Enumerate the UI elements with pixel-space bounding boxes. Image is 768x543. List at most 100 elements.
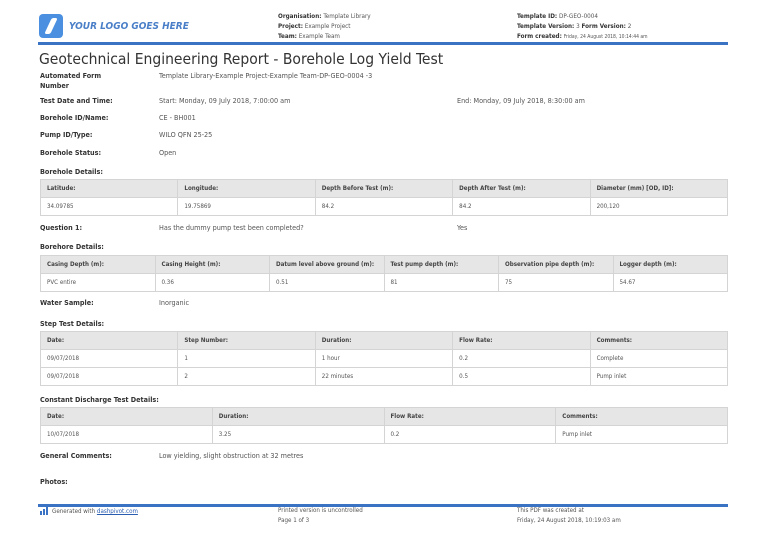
column-header: Date: — [39, 331, 179, 350]
question-label: Question 1: — [40, 223, 83, 232]
column-header: Date: — [40, 407, 213, 426]
table-cell: 34.09785 — [39, 197, 179, 216]
column-header: Casing Height (m): — [154, 255, 270, 274]
column-header: Latitude: — [39, 179, 179, 198]
column-header: Test pump depth (m): — [383, 255, 499, 274]
general-comments-label: General Comments: — [40, 451, 112, 460]
water-sample-label: Water Sample: — [40, 298, 94, 307]
organisation-label: Organisation: — [278, 13, 322, 20]
step-test-title: Step Test Details: — [40, 319, 105, 328]
table-cell: 0.2 — [452, 349, 591, 368]
test-end-value: End: Monday, 09 July 2018, 8:30:00 am — [457, 96, 585, 105]
table-cell: 84.2 — [314, 197, 454, 216]
pump-label: Pump ID/Type: — [40, 130, 93, 139]
table-cell: Pump inlet — [555, 425, 728, 444]
footer-print-info: Printed version is uncontrolled Page 1 o… — [278, 506, 363, 526]
table-cell: 75 — [498, 273, 614, 292]
logo-icon — [39, 14, 63, 38]
constant-discharge-title: Constant Discharge Test Details: — [40, 395, 159, 404]
column-header: Depth Before Test (m): — [314, 179, 454, 198]
pdf-created-date: Friday, 24 August 2018, 10:19:03 am — [517, 517, 621, 524]
column-header: Duration: — [211, 407, 385, 426]
table-cell: PVC entire — [40, 273, 156, 292]
pump-value: WILO QFN 25-25 — [159, 130, 213, 139]
page-title: Geotechnical Engineering Report - Boreho… — [39, 50, 444, 68]
step-test-table: Date: Step Number: Duration: Flow Rate: Comm… — [39, 331, 729, 386]
form-number-label: Automated Form Number — [40, 71, 102, 90]
table-row: 34.09785 19.75869 84.2 84.2 200,120 — [39, 197, 729, 216]
template-id-label: Template ID: — [517, 13, 558, 20]
column-header: Comments: — [555, 407, 728, 426]
table-cell: 22 minutes — [314, 367, 454, 386]
table-cell: 09/07/2018 — [39, 349, 179, 368]
table-cell: 2 — [177, 367, 316, 386]
column-header: Longitude: — [177, 179, 316, 198]
borehole-id-label: Borehole ID/Name: — [40, 113, 109, 122]
footer-divider — [38, 504, 728, 507]
test-date-label: Test Date and Time: — [40, 96, 113, 105]
table-cell: 1 hour — [314, 349, 454, 368]
pdf-created-label: This PDF was created at — [517, 507, 584, 514]
table-header-row: Latitude: Longitude: Depth Before Test (m)… — [39, 179, 729, 198]
question-value: Has the dummy pump test been completed? — [159, 223, 304, 232]
column-header: Flow Rate: — [452, 331, 591, 350]
template-id-value: DP-GEO-0004 — [559, 13, 598, 20]
dashpivot-link[interactable]: dashpivot.com — [96, 508, 138, 515]
status-label: Borehole Status: — [40, 148, 102, 157]
generated-text: Generated with — [52, 508, 96, 515]
organisation-value: Template Library — [323, 13, 371, 20]
form-created-value: Friday, 24 August 2018, 10:14:44 am — [563, 34, 648, 40]
table-cell: 0.2 — [383, 425, 557, 444]
table-row: PVC entire 0.36 0.51 81 75 54.67 — [40, 273, 728, 292]
form-number-value: Template Library-Example Project-Example… — [159, 71, 373, 80]
table-cell: 84.2 — [452, 197, 591, 216]
test-start-value: Start: Monday, 09 July 2018, 7:00:00 am — [159, 96, 291, 105]
table-cell: 54.67 — [612, 273, 728, 292]
column-header: Step Number: — [177, 331, 316, 350]
form-created-label: Form created: — [517, 33, 562, 40]
company-logo: YOUR LOGO GOES HERE — [39, 14, 189, 38]
table-row: 10/07/2018 3.25 0.2 Pump inlet — [40, 425, 728, 444]
constant-discharge-table: Date: Duration: Flow Rate: Comments: 10/07/2… — [40, 407, 728, 444]
status-value: Open — [159, 148, 177, 157]
table-cell: Pump inlet — [589, 367, 729, 386]
team-value: Example Team — [298, 33, 340, 40]
form-version-label: Form Version: — [581, 23, 626, 30]
page-number: Page 1 of 3 — [278, 517, 310, 524]
table-row: 09/07/2018 1 1 hour 0.2 Complete — [39, 349, 729, 368]
column-header: Casing Depth (m): — [40, 255, 156, 274]
header-template-info: Template ID: DP-GEO-0004 Template Versio… — [517, 12, 648, 42]
table-cell: 3.25 — [211, 425, 385, 444]
form-version-value: 2 — [627, 23, 632, 30]
column-header: Depth After Test (m): — [452, 179, 591, 198]
water-sample-value: Inorganic — [159, 298, 190, 307]
header-org-info: Organisation: Template Library Project: … — [278, 12, 371, 42]
table-header-row: Date: Duration: Flow Rate: Comments: — [40, 407, 728, 426]
template-version-value: 3 — [576, 23, 580, 30]
table-cell: 10/07/2018 — [40, 425, 213, 444]
table-cell: 09/07/2018 — [39, 367, 179, 386]
project-value: Example Project — [304, 23, 351, 30]
borehole-details-table: Latitude: Longitude: Depth Before Test (m)… — [39, 179, 729, 216]
footer-generated: Generated with dashpivot.com — [40, 507, 138, 517]
column-header: Comments: — [589, 331, 729, 350]
column-header: Duration: — [314, 331, 454, 350]
borehore-details-title: Borehore Details: — [40, 242, 104, 251]
table-header-row: Casing Depth (m): Casing Height (m): Datum… — [40, 255, 728, 274]
header-divider — [38, 42, 728, 45]
table-cell: 0.51 — [269, 273, 385, 292]
column-header: Flow Rate: — [383, 407, 557, 426]
table-header-row: Date: Step Number: Duration: Flow Rate: Comm… — [39, 331, 729, 350]
printed-notice: Printed version is uncontrolled — [278, 507, 363, 514]
footer-pdf-info: This PDF was created at Friday, 24 Augus… — [517, 506, 621, 526]
table-cell: 200,120 — [589, 197, 729, 216]
borehole-id-value: CE - BH001 — [159, 113, 196, 122]
table-cell: Complete — [589, 349, 729, 368]
column-header: Diameter (mm) [OD, ID]: — [589, 179, 729, 198]
table-row: 09/07/2018 2 22 minutes 0.5 Pump inlet — [39, 367, 729, 386]
column-header: Observation pipe depth (m): — [498, 255, 614, 274]
answer-value: Yes — [457, 223, 468, 232]
borehole-details-title: Borehole Details: — [40, 167, 103, 176]
table-cell: 1 — [177, 349, 316, 368]
template-version-label: Template Version: — [517, 23, 575, 30]
